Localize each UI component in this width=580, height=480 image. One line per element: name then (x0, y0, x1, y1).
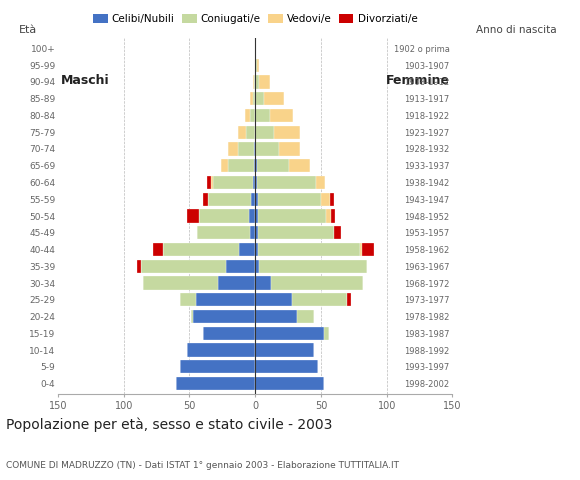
Bar (330, 192, 334, 206)
Bar (221, 159, 227, 172)
Bar (274, 126, 300, 139)
Bar (249, 209, 255, 223)
Bar (227, 159, 254, 172)
Bar (252, 176, 255, 189)
Bar (187, 209, 199, 223)
Bar (255, 176, 256, 189)
Bar (255, 109, 270, 122)
Bar (143, 276, 219, 290)
Bar (324, 326, 329, 340)
Bar (197, 226, 250, 240)
Bar (238, 142, 254, 156)
Bar (258, 209, 326, 223)
Bar (256, 59, 259, 72)
Bar (347, 293, 351, 306)
Bar (227, 142, 238, 156)
Bar (251, 192, 255, 206)
Bar (255, 92, 264, 106)
Bar (259, 75, 270, 89)
Bar (270, 109, 293, 122)
Bar (292, 293, 347, 306)
Bar (316, 176, 325, 189)
Bar (191, 310, 193, 323)
Bar (256, 176, 316, 189)
Bar (176, 377, 255, 390)
Bar (259, 260, 367, 273)
Bar (255, 310, 298, 323)
Bar (255, 59, 256, 72)
Bar (254, 142, 255, 156)
Bar (255, 326, 324, 340)
Legend: Celibi/Nubili, Coniugati/e, Vedovi/e, Divorziati/e: Celibi/Nubili, Coniugati/e, Vedovi/e, Di… (89, 10, 422, 28)
Bar (252, 75, 254, 89)
Bar (255, 142, 279, 156)
Bar (196, 293, 255, 306)
Bar (255, 377, 324, 390)
Bar (252, 92, 255, 106)
Bar (141, 260, 226, 273)
Bar (213, 176, 252, 189)
Bar (208, 192, 251, 206)
Bar (255, 159, 256, 172)
Text: Femmine: Femmine (386, 73, 450, 86)
Bar (264, 92, 284, 106)
Bar (219, 276, 255, 290)
Bar (331, 209, 335, 223)
Bar (258, 192, 321, 206)
Bar (187, 343, 255, 357)
Text: COMUNE DI MADRUZZO (TN) - Dati ISTAT 1° gennaio 2003 - Elaborazione TUTTITALIA.I: COMUNE DI MADRUZZO (TN) - Dati ISTAT 1° … (6, 461, 399, 470)
Bar (202, 326, 255, 340)
Text: Popolazione per età, sesso e stato civile - 2003: Popolazione per età, sesso e stato civil… (6, 418, 332, 432)
Bar (202, 192, 208, 206)
Bar (255, 209, 258, 223)
Bar (211, 176, 213, 189)
Bar (255, 243, 258, 256)
Bar (255, 293, 292, 306)
Text: Anno di nascita: Anno di nascita (476, 25, 557, 35)
Bar (238, 126, 246, 139)
Bar (334, 226, 340, 240)
Bar (180, 360, 255, 373)
Bar (250, 109, 255, 122)
Bar (254, 75, 255, 89)
Bar (279, 142, 300, 156)
Bar (245, 109, 250, 122)
Bar (226, 260, 255, 273)
Bar (362, 243, 374, 256)
Text: Maschi: Maschi (61, 73, 109, 86)
Bar (298, 310, 314, 323)
Bar (250, 226, 255, 240)
Bar (326, 209, 331, 223)
Bar (254, 159, 255, 172)
Bar (255, 192, 258, 206)
Bar (153, 243, 163, 256)
Bar (255, 343, 314, 357)
Bar (289, 159, 310, 172)
Bar (255, 126, 274, 139)
Text: Età: Età (19, 25, 37, 35)
Bar (163, 243, 240, 256)
Bar (321, 192, 330, 206)
Bar (206, 176, 211, 189)
Bar (180, 293, 196, 306)
Bar (271, 276, 363, 290)
Bar (258, 226, 334, 240)
Bar (255, 260, 259, 273)
Bar (256, 159, 289, 172)
Bar (199, 209, 249, 223)
Bar (137, 260, 141, 273)
Bar (193, 310, 255, 323)
Bar (240, 243, 255, 256)
Bar (255, 75, 259, 89)
Bar (258, 243, 360, 256)
Bar (246, 126, 255, 139)
Bar (360, 243, 362, 256)
Bar (250, 92, 252, 106)
Bar (255, 276, 271, 290)
Bar (255, 360, 318, 373)
Bar (255, 226, 258, 240)
